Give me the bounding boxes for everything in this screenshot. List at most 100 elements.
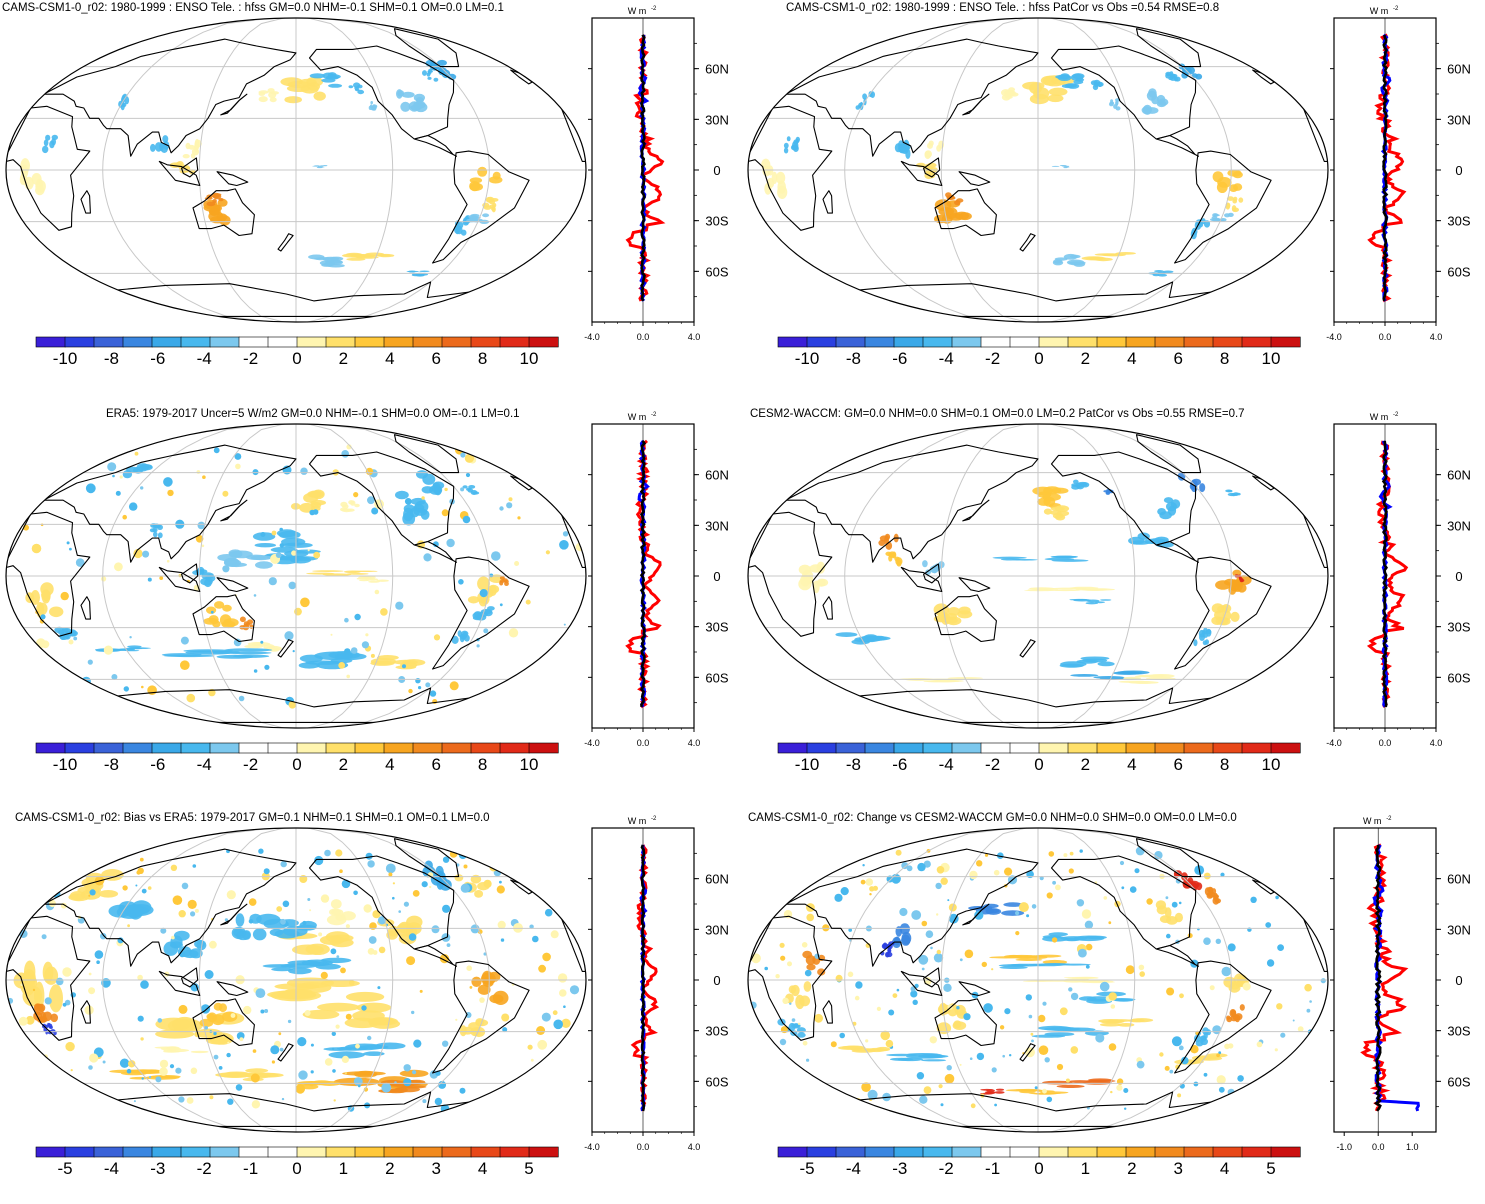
anomaly-patch [504,579,509,584]
colorbar-swatch [1183,742,1214,754]
anomaly-patch [426,72,431,77]
anomaly-patch [1061,166,1069,167]
anomaly-patch [1154,270,1164,273]
latitude-tick-label: 0 [1455,973,1462,988]
anomaly-patch [348,500,354,505]
anomaly-patch [451,635,459,644]
latitude-tick-label: 0 [713,569,720,584]
latitude-tick-label: 60N [705,468,729,483]
anomaly-patch [985,1091,996,1095]
anomaly-patch [190,153,196,159]
colorbar-swatch [238,1146,269,1158]
anomaly-patch [281,537,306,546]
colorbar-tick-label: 1 [1081,1159,1090,1178]
colorbar-tick-label: 6 [1173,349,1182,368]
anomaly-patch [258,96,268,103]
anomaly-patch [239,616,246,623]
colorbar-swatch [93,336,124,348]
anomaly-patch [185,142,191,150]
anomaly-patch [218,197,224,202]
colorbar-swatch [980,336,1011,348]
colorbar-tick-label: 0 [292,349,301,368]
anomaly-patch [162,135,169,143]
anomaly-patch [223,618,239,627]
anomaly-patch [277,991,317,1000]
anomaly-patch [348,85,354,89]
colorbar-tick-label: 5 [524,1159,533,1178]
colorbar-swatch [180,1146,211,1158]
latitude-tick-label: 60S [705,670,728,685]
colorbar-swatch [383,1146,414,1158]
anomaly-patch [1054,505,1070,512]
colorbar-tick-label: 5 [1266,1159,1275,1178]
anomaly-patch [346,573,369,575]
anomaly-patch [432,482,441,494]
zonal-profile: W m -2 60N 30N 0 30S 60S -1.0 0.0 1.0 [1330,816,1471,1152]
anomaly-patch [406,270,420,273]
anomaly-patch [173,930,190,941]
latitude-tick-label: 30S [1447,620,1470,635]
anomaly-patch [1227,212,1234,217]
anomaly-patch [1214,218,1221,222]
anomaly-patch [855,105,861,110]
colorbar-swatch [122,742,153,754]
anomaly-patch [817,968,826,976]
colorbar-swatch [441,1146,472,1158]
colorbar-tick-label: 4 [385,349,394,368]
anomaly-patch [484,609,493,617]
panel-3: ERA5: 1979-2017 Uncer=5 W/m2 GM=0.0 NHM=… [0,406,742,800]
anomaly-patch [351,254,376,258]
anomaly-patch [377,655,399,661]
colorbar-tick-label: 4 [1127,755,1136,774]
anomaly-patch [254,543,276,548]
profile-line-black [1381,440,1388,708]
latitude-tick-label: 60N [1447,468,1471,483]
anomaly-patch [1202,1027,1209,1035]
anomaly-patch [328,1051,365,1059]
colorbar-swatch [893,336,924,348]
colorbar-swatch [151,336,182,348]
anomaly-patch [468,1022,480,1031]
anomaly-patch [64,631,71,640]
colorbar-swatch [93,1146,124,1158]
anomaly-patch [1090,80,1098,86]
anomaly-patch [1182,879,1193,888]
anomaly-patch [1226,1015,1231,1020]
anomaly-patch [1086,998,1112,1004]
colorbar-tick-label: 10 [1262,349,1281,368]
panel-title: CAMS-CSM1-0_r02: 1980-1999 : ENSO Tele. … [786,2,1220,14]
colorbar-swatch [922,742,953,754]
anomaly-patch [121,97,125,104]
latitude-tick-label: 30N [1447,518,1471,533]
colorbar-tick-label: 10 [1262,755,1281,774]
colorbar-tick-label: -5 [57,1159,72,1178]
anomaly-patch [22,985,43,1007]
anomaly-patch [922,560,928,568]
anomaly-patch [303,492,319,503]
panel-graphics: -5 -4 -3 -2 -1 0 1 2 3 4 5 W m -2 60N 30N 0 30S 60S -4.0 0.… [5,816,729,1178]
colorbar-swatch [1212,742,1243,754]
anomaly-patch [460,229,467,236]
colorbar-tick-label: -4 [939,755,954,774]
anomaly-patch [1128,536,1145,545]
latitude-tick-label: 0 [1455,163,1462,178]
colorbar-tick-label: 8 [1220,349,1229,368]
anomaly-patch [464,634,470,642]
map-border [747,17,1329,323]
colorbar-swatch [1241,1146,1272,1158]
anomaly-patch [1070,674,1099,677]
anomaly-patch [881,943,888,949]
colorbar-tick-label: 8 [478,755,487,774]
colorbar-tick-label: -6 [892,755,907,774]
anomaly-patch [153,531,158,538]
anomaly-patch [1033,1092,1057,1095]
colorbar-tick-label: -6 [150,755,165,774]
zonal-profile: W m -2 60N 30N 0 30S 60S -4.0 0.0 4.0 [584,412,729,748]
latitude-tick-label: 60S [1447,264,1470,279]
anomaly-patch [308,254,325,260]
units-label: W m [1370,6,1389,16]
colorbar-tick-label: -4 [104,1159,119,1178]
anomaly-patch [45,134,51,141]
anomaly-patch [252,928,267,941]
colorbar-tick-label: 2 [1127,1159,1136,1178]
